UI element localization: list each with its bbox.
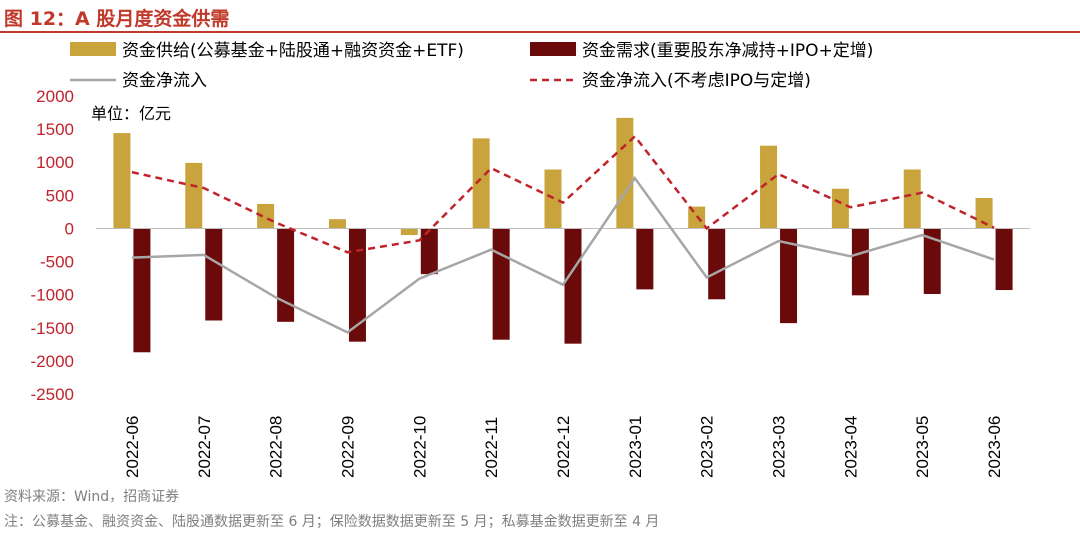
unit-label: 单位：亿元: [91, 104, 171, 123]
y-tick-label: 1000: [36, 153, 74, 172]
supply-bar: [760, 145, 778, 229]
x-tick-label: 2022-06: [123, 416, 142, 478]
x-tick-label: 2023-02: [698, 416, 717, 478]
demand-bar: [923, 228, 941, 295]
net-inflow-ex-line: [131, 134, 995, 254]
source-text: 资料来源：Wind，招商证券: [4, 489, 180, 505]
supply-bar: [113, 133, 131, 229]
y-tick-label: -1500: [31, 319, 74, 338]
demand-bar: [205, 228, 223, 321]
legend-net-ex-label: 资金净流入(不考虑IPO与定增): [582, 71, 811, 91]
supply-bar: [185, 162, 203, 229]
demand-bar: [851, 228, 869, 296]
demand-bar: [492, 228, 510, 340]
supply-bar: [257, 203, 275, 229]
legend-net-label: 资金净流入: [122, 71, 207, 91]
x-tick-label: 2022-09: [338, 416, 357, 478]
demand-bar: [708, 228, 726, 300]
x-tick-label: 2023-05: [913, 416, 932, 478]
title-rule: [0, 31, 1080, 33]
demand-bar: [564, 228, 582, 344]
y-tick-label: -500: [40, 253, 74, 272]
supply-bar: [831, 188, 849, 229]
supply-bar: [472, 138, 490, 229]
legend-demand-swatch: [530, 42, 576, 56]
legend-supply-label: 资金供给(公募基金+陆股通+融资资金+ETF): [122, 41, 464, 61]
y-tick-label: -2500: [31, 385, 74, 404]
y-tick-label: 2000: [36, 87, 74, 106]
x-tick-label: 2022-10: [410, 416, 429, 478]
demand-bar: [420, 228, 438, 275]
y-tick-label: 500: [46, 186, 74, 205]
supply-bar: [328, 219, 346, 229]
legend-supply-swatch: [70, 42, 116, 56]
y-tick-label: 0: [65, 219, 74, 238]
x-tick-label: 2023-01: [626, 416, 645, 478]
figure-title: 图 12：A 股月度资金供需: [4, 8, 230, 30]
net-inflow-line: [131, 175, 995, 334]
demand-bar: [636, 228, 654, 290]
x-tick-label: 2023-03: [770, 416, 789, 478]
x-tick-label: 2023-04: [841, 416, 860, 478]
demand-bar: [277, 228, 295, 322]
supply-bar: [975, 197, 993, 229]
x-tick-label: 2022-11: [482, 417, 501, 478]
supply-bar: [903, 169, 921, 229]
x-tick-label: 2022-12: [554, 416, 573, 478]
x-tick-label: 2023-06: [985, 416, 1004, 478]
demand-bar: [133, 228, 151, 353]
y-tick-label: -2000: [31, 352, 74, 371]
x-tick-label: 2022-08: [267, 416, 286, 478]
legend-demand-label: 资金需求(重要股东净减持+IPO+定增): [582, 41, 873, 61]
note-text: 注：公募基金、融资资金、陆股通数据更新至 6 月；保险数据数据更新至 5 月；私…: [4, 514, 660, 530]
demand-bar: [780, 228, 798, 324]
demand-bar: [348, 228, 366, 342]
supply-bar: [616, 117, 634, 229]
y-tick-label: 1500: [36, 120, 74, 139]
x-tick-label: 2022-07: [195, 416, 214, 478]
y-tick-label: -1000: [31, 286, 74, 305]
supply-bar: [400, 228, 418, 236]
demand-bar: [995, 228, 1013, 291]
